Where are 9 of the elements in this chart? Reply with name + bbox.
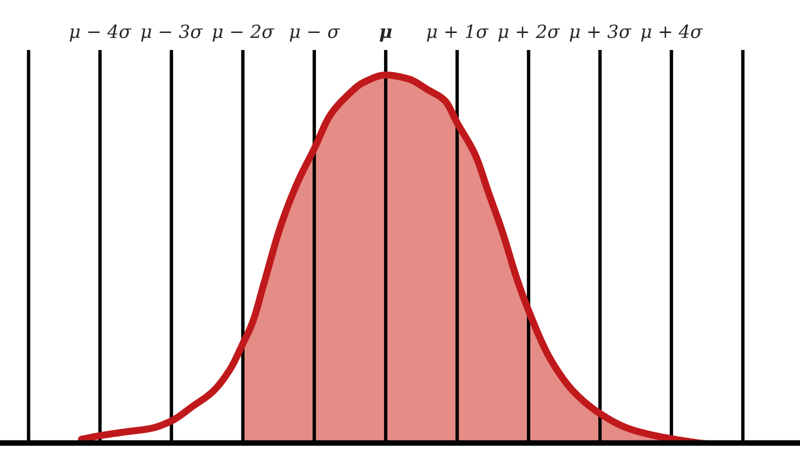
x-tick-label: μ − 4σ [70,24,132,42]
x-tick-label: μ − σ [290,28,340,42]
x-tick-label: μ + 4σ [641,24,703,42]
x-tick-label: μ − 2σ [212,24,274,42]
x-tick-label: μ + 1σ [426,24,489,42]
x-tick-label: μ + 2σ [498,24,560,42]
x-tick-label: μ − 3σ [141,24,203,42]
x-tick-label: μ + 3σ [570,24,632,42]
x-tick-label: μ [380,28,392,42]
